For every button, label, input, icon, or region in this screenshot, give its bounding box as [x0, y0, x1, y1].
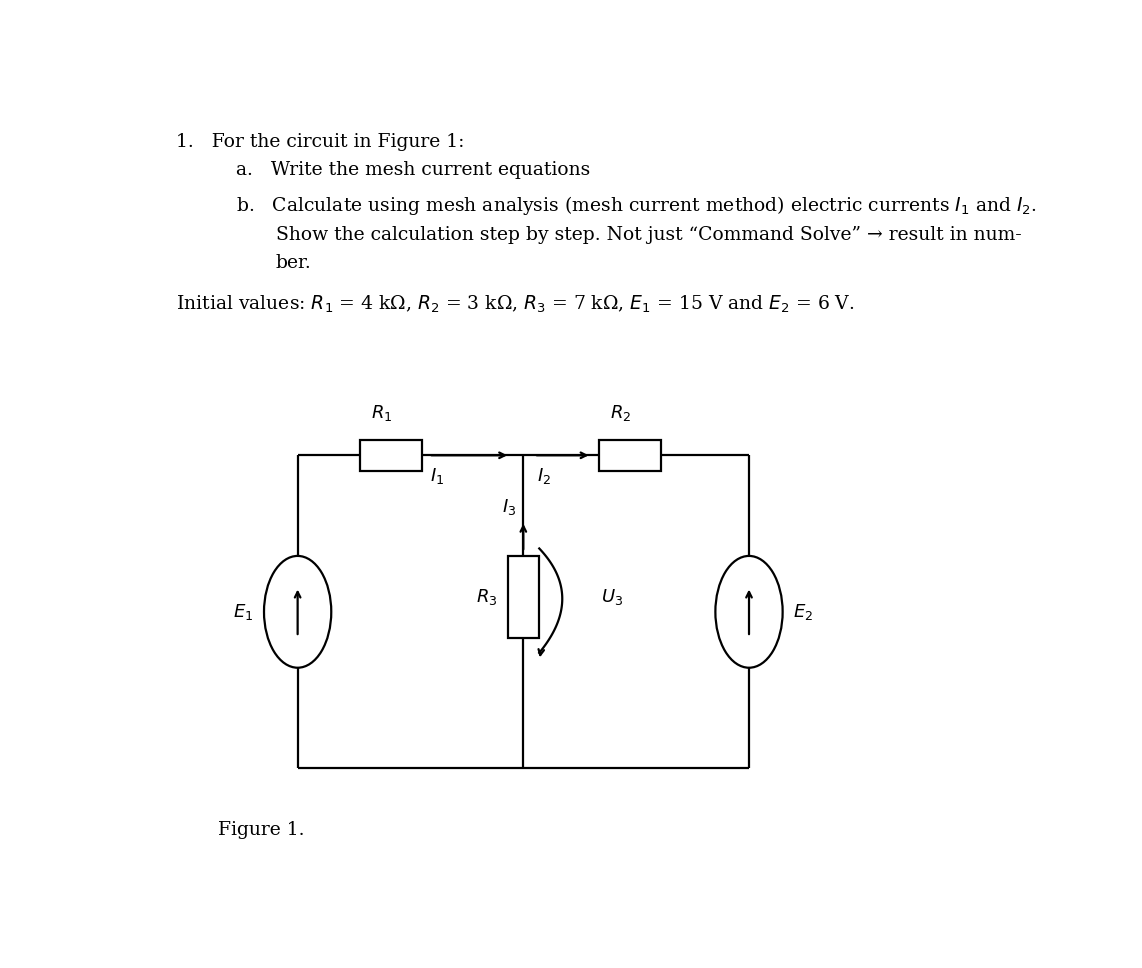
Text: Figure 1.: Figure 1.: [218, 821, 305, 838]
Text: $I_2$: $I_2$: [537, 467, 550, 487]
Text: $U_3$: $U_3$: [601, 587, 624, 607]
Text: b.   Calculate using mesh analysis (mesh current method) electric currents $I_1$: b. Calculate using mesh analysis (mesh c…: [235, 195, 1037, 218]
Text: $I_3$: $I_3$: [502, 498, 516, 517]
Bar: [598, 439, 660, 471]
Text: $E_2$: $E_2$: [794, 602, 813, 621]
Text: $R_3$: $R_3$: [476, 587, 497, 607]
Text: a.   Write the mesh current equations: a. Write the mesh current equations: [235, 161, 590, 179]
Text: 1.   For the circuit in Figure 1:: 1. For the circuit in Figure 1:: [176, 133, 465, 151]
Bar: [508, 556, 539, 638]
Text: ber.: ber.: [275, 254, 312, 272]
Text: $R_1$: $R_1$: [371, 404, 393, 423]
Text: $R_2$: $R_2$: [610, 404, 632, 423]
Text: Show the calculation step by step. Not just “Command Solve” → result in num-: Show the calculation step by step. Not j…: [275, 227, 1021, 245]
Text: $E_1$: $E_1$: [233, 602, 254, 621]
Ellipse shape: [715, 556, 782, 668]
Bar: [360, 439, 421, 471]
Text: Initial values: $R_1$ = 4 kΩ, $R_2$ = 3 kΩ, $R_3$ = 7 kΩ, $E_1$ = 15 V and $E_2$: Initial values: $R_1$ = 4 kΩ, $R_2$ = 3 …: [176, 293, 855, 315]
Ellipse shape: [264, 556, 331, 668]
Text: $I_1$: $I_1$: [431, 467, 444, 487]
